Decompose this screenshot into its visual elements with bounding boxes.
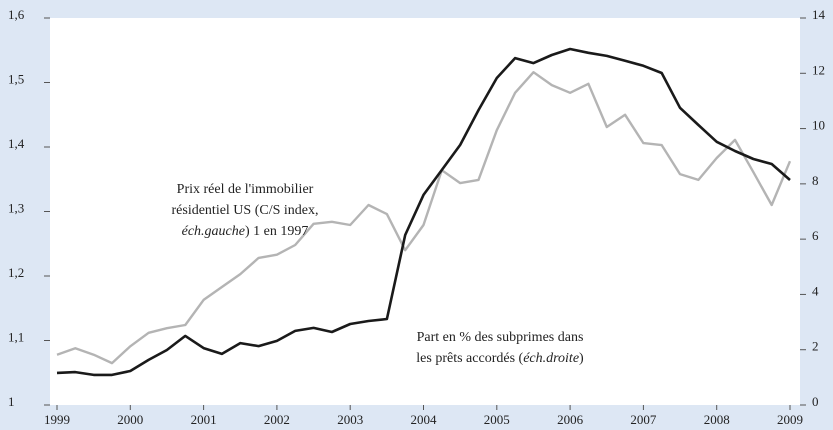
y-tick-label: 1,4 [8,136,25,151]
x-tick-label: 2006 [557,412,584,427]
x-tick-label: 2009 [777,412,803,427]
y-tick-label: 1,5 [8,71,24,86]
x-tick-label: 2000 [117,412,143,427]
plot-area [50,18,800,405]
y2-tick-label: 4 [812,283,819,298]
x-tick-label: 2007 [630,412,657,427]
y-tick-label: 1,1 [8,329,24,344]
x-tick-label: 2008 [704,412,730,427]
x-tick-label: 2004 [411,412,438,427]
x-tick-label: 2005 [484,412,510,427]
annotation-part: Part en % des subprimes dans [417,330,584,345]
x-tick-label: 1999 [44,412,70,427]
x-tick-label: 2001 [191,412,217,427]
x-tick-label: 2002 [264,412,290,427]
annotation: les prêts accordés (éch.droite) [416,351,584,366]
y-tick-label: 1,2 [8,265,24,280]
series-line [56,71,792,365]
y2-tick-label: 8 [812,173,819,188]
annotation: résidentiel US (C/S index, [172,203,319,218]
annotation-part: Prix réel de l'immobilier [177,182,314,197]
y2-tick-label: 0 [812,394,819,409]
y-tick-label: 1,6 [8,7,25,22]
y2-tick-label: 2 [812,339,819,354]
y-tick-label: 1 [8,394,15,409]
y2-tick-label: 14 [812,7,826,22]
annotation: Prix réel de l'immobilier [177,182,314,197]
annotation-part: éch.droite [523,351,579,366]
y2-tick-label: 12 [812,62,825,77]
annotation-part: éch.gauche [182,224,245,239]
annotation: Part en % des subprimes dans [417,330,584,345]
x-tick-label: 2003 [337,412,363,427]
y2-tick-label: 6 [812,228,819,243]
annotation-part: ) [579,351,584,366]
annotation: éch.gauche) 1 en 1997 [182,224,309,239]
y-tick-label: 1,3 [8,200,24,215]
y2-tick-label: 10 [812,118,825,133]
series-line [56,47,791,377]
annotation-part: les prêts accordés ( [416,351,523,366]
annotation-part: ) 1 en 1997 [245,224,308,239]
annotation-part: résidentiel US (C/S index, [172,203,319,218]
